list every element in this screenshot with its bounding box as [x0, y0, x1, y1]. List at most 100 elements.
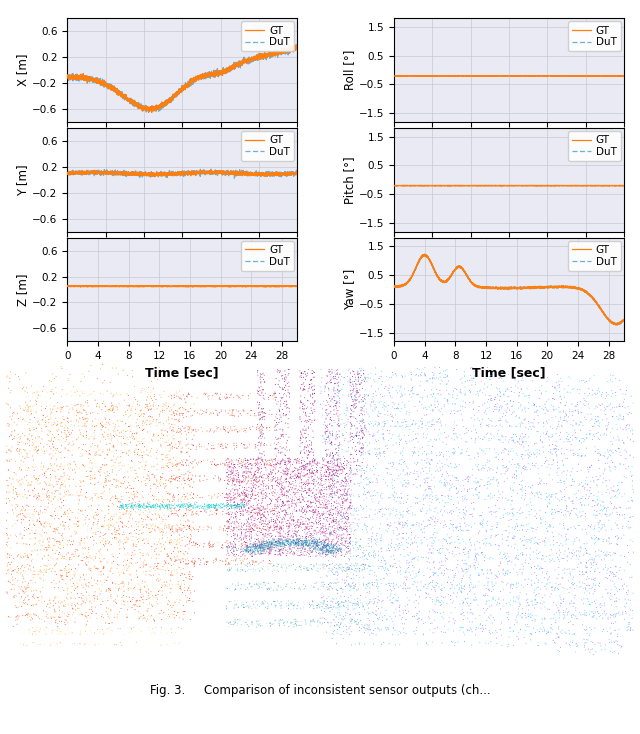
Point — [252, 500, 262, 512]
Point — [248, 563, 259, 575]
Point — [252, 542, 262, 553]
Point — [156, 545, 166, 557]
Point — [273, 506, 284, 518]
Point — [337, 479, 348, 491]
Point — [371, 362, 381, 374]
Point — [268, 503, 278, 515]
Point — [321, 537, 331, 548]
Point — [147, 376, 157, 388]
Point — [609, 571, 619, 583]
Point — [323, 508, 333, 520]
Point — [455, 520, 465, 532]
Point — [303, 367, 313, 379]
Point — [469, 504, 479, 515]
Point — [305, 545, 316, 556]
Point — [477, 619, 488, 631]
Point — [542, 578, 552, 589]
Point — [249, 542, 259, 554]
Point — [133, 500, 143, 512]
Point — [13, 550, 23, 562]
Point — [163, 562, 173, 574]
Point — [349, 581, 360, 592]
Point — [467, 469, 477, 481]
Point — [122, 501, 132, 512]
Point — [394, 538, 404, 550]
Point — [299, 541, 309, 553]
Point — [340, 540, 351, 552]
Point — [271, 476, 281, 488]
Point — [325, 473, 335, 484]
Point — [465, 579, 475, 591]
Point — [158, 526, 168, 538]
Point — [444, 388, 454, 400]
Point — [332, 396, 342, 407]
Point — [399, 551, 410, 563]
Point — [33, 475, 43, 487]
DuT — [148, 109, 156, 117]
Point — [323, 457, 333, 468]
Point — [78, 404, 88, 416]
Point — [464, 552, 474, 564]
Point — [140, 446, 150, 458]
Point — [206, 458, 216, 470]
Point — [188, 493, 198, 504]
Point — [256, 487, 266, 498]
Point — [501, 466, 511, 478]
Point — [91, 446, 101, 457]
Point — [448, 506, 458, 517]
Point — [45, 400, 55, 412]
Point — [365, 490, 376, 502]
Point — [251, 440, 261, 452]
Point — [175, 432, 185, 443]
Point — [68, 578, 79, 589]
Point — [580, 511, 591, 523]
Point — [325, 542, 335, 553]
Point — [586, 476, 596, 487]
Point — [357, 523, 367, 535]
Point — [614, 532, 624, 544]
Point — [186, 533, 196, 545]
Point — [179, 499, 189, 511]
Point — [143, 489, 154, 501]
Point — [429, 523, 440, 534]
Point — [50, 484, 60, 496]
Point — [540, 506, 550, 518]
Point — [262, 520, 273, 532]
Point — [282, 507, 292, 519]
Point — [266, 539, 276, 551]
Point — [97, 520, 108, 532]
Point — [285, 482, 296, 493]
Point — [143, 603, 153, 614]
Point — [388, 458, 399, 470]
Point — [330, 454, 340, 466]
Point — [427, 617, 437, 629]
Point — [609, 485, 619, 497]
Point — [252, 471, 262, 483]
Point — [112, 400, 122, 412]
Point — [491, 569, 501, 581]
Point — [255, 409, 266, 421]
Point — [97, 459, 108, 470]
Point — [170, 504, 180, 516]
Point — [556, 486, 566, 498]
Point — [172, 564, 182, 575]
Point — [501, 579, 511, 591]
Point — [296, 619, 307, 631]
Point — [521, 542, 531, 554]
Point — [555, 626, 565, 638]
Point — [252, 538, 262, 550]
Point — [530, 448, 540, 460]
Point — [170, 413, 180, 425]
Point — [457, 583, 467, 595]
Point — [258, 493, 268, 504]
Point — [273, 501, 284, 513]
Point — [240, 474, 250, 486]
Point — [271, 600, 281, 611]
Point — [161, 481, 171, 493]
Point — [627, 571, 637, 583]
Point — [486, 370, 496, 382]
Point — [520, 557, 530, 569]
Point — [268, 595, 278, 607]
Point — [300, 537, 310, 548]
Point — [81, 548, 92, 559]
